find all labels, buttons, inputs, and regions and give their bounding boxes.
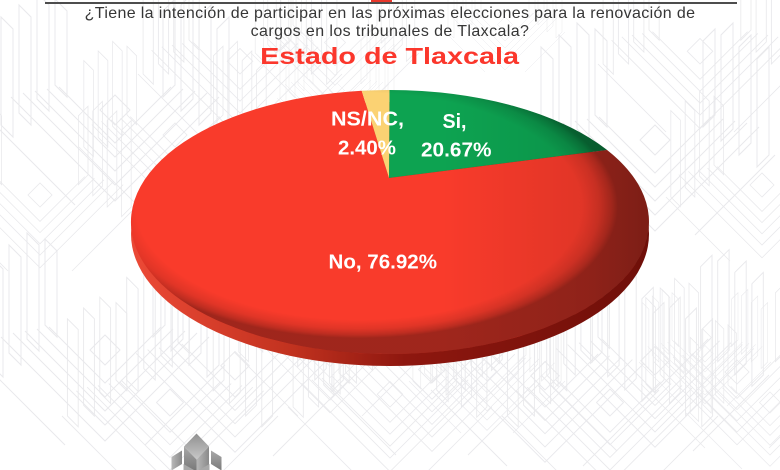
- svg-text:20.67%: 20.67%: [421, 140, 492, 162]
- svg-text:NS/NC,: NS/NC,: [331, 109, 404, 131]
- svg-text:Si,: Si,: [443, 111, 467, 133]
- svg-text:No, 76.92%: No, 76.92%: [329, 252, 438, 274]
- svg-text:2.40%: 2.40%: [338, 138, 396, 160]
